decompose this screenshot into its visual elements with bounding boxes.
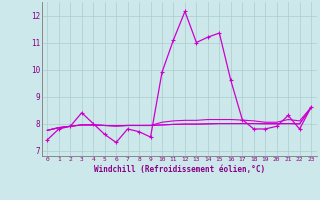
X-axis label: Windchill (Refroidissement éolien,°C): Windchill (Refroidissement éolien,°C) [94,165,265,174]
